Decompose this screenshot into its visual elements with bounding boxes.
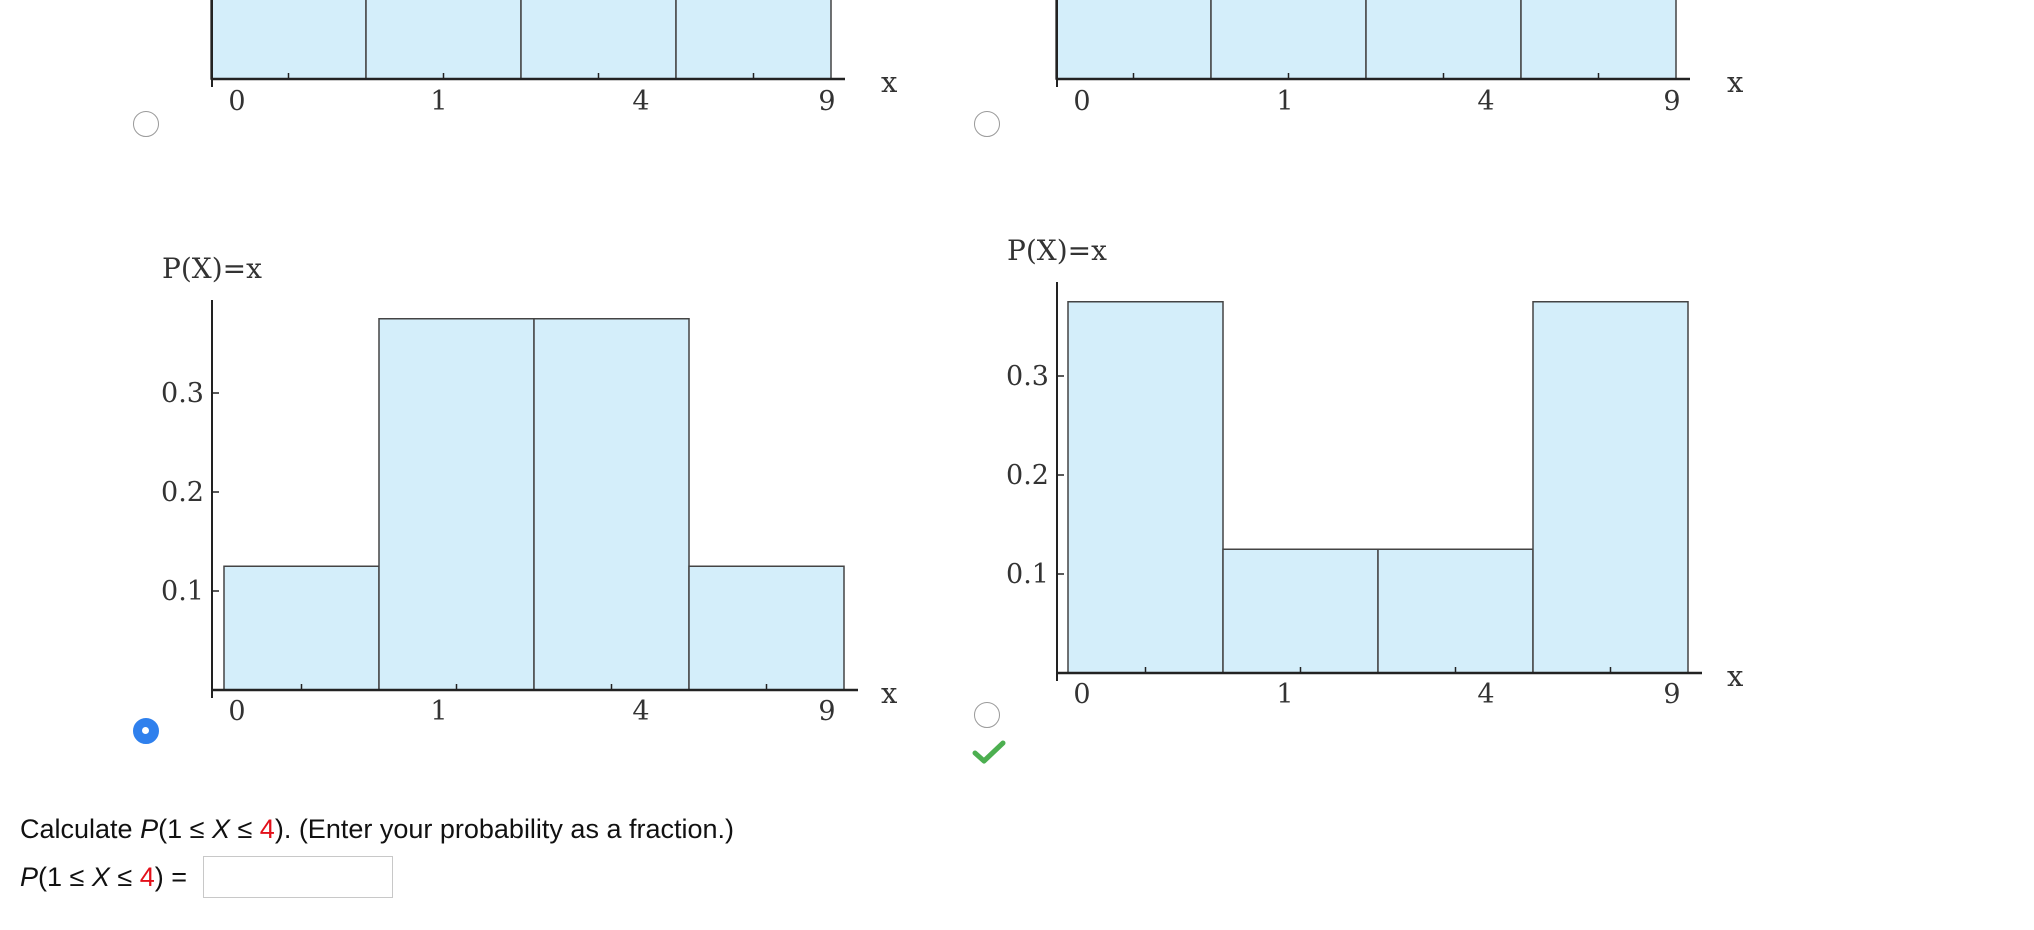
question-p: P <box>140 814 159 844</box>
chart4-bar-0 <box>1067 301 1224 674</box>
chart4-title: P(X)=x <box>1007 234 1107 267</box>
chart4-x-tick-label-9: 9 <box>1663 679 1680 710</box>
chart1-x-axis-label: x <box>881 65 897 99</box>
chart3-y-tick-label-0.2: 0.2 <box>161 477 204 508</box>
option-radio-4[interactable] <box>974 702 1000 728</box>
chart4-x-tick-label-0: 0 <box>1073 679 1090 710</box>
chart2-bar-1 <box>1210 0 1367 80</box>
chart4-bar-1 <box>1222 548 1379 674</box>
chart3-x-tick-label-0: 0 <box>228 696 245 727</box>
chart1-x-tick-label-9: 9 <box>818 86 835 117</box>
question-open: (1 ≤ <box>158 814 212 844</box>
answer-row: P(1 ≤ X ≤ 4) = <box>20 856 393 898</box>
chart2-x-tick-label-4: 4 <box>1477 86 1494 117</box>
chart1-bar-1 <box>365 0 522 80</box>
answer-input[interactable] <box>203 856 393 898</box>
chart4-bar-4 <box>1377 548 1534 674</box>
chart4-y-tick-label-0.1: 0.1 <box>1006 559 1049 590</box>
answer-p: P <box>20 862 39 892</box>
answer-close: ) = <box>154 862 187 892</box>
chart3-bar-1 <box>378 318 535 691</box>
chart3-y-tick-label-0.3: 0.3 <box>161 378 204 409</box>
question-suffix: . (Enter your probability as a fraction.… <box>283 814 735 844</box>
question-x: X <box>211 814 230 844</box>
option-radio-3[interactable] <box>133 718 159 744</box>
chart3-x-tick-label-9: 9 <box>818 696 835 727</box>
option-radio-2[interactable] <box>974 111 1000 137</box>
chart4-x-tick-label-1: 1 <box>1276 679 1293 710</box>
chart2-bar-4 <box>1365 0 1522 80</box>
chart2-x-tick-label-1: 1 <box>1276 86 1293 117</box>
option-radio-1[interactable] <box>133 111 159 137</box>
chart4-y-tick-label-0.3: 0.3 <box>1006 361 1049 392</box>
chart3-bar-0 <box>223 565 380 691</box>
chart3-x-axis-label: x <box>881 676 897 710</box>
chart1-bar-9 <box>675 0 832 80</box>
answer-le: ≤ <box>109 862 140 892</box>
chart3-bar-4 <box>533 318 690 691</box>
chart1-x-tick-label-1: 1 <box>430 86 447 117</box>
answer-upper: 4 <box>139 862 155 892</box>
answer-open: (1 ≤ <box>38 862 92 892</box>
question-upper: 4 <box>259 814 275 844</box>
chart2-x-tick-label-0: 0 <box>1073 86 1090 117</box>
chart1-x-tick-label-0: 0 <box>228 86 245 117</box>
charts-area: 0 1 4 9 x 0 1 4 9 x 0 1 4 9 x 0.1 0.2 0.3 P(X)=x 0 1 4 9 x 0.1 0.… <box>161 0 1743 727</box>
question-prefix: Calculate <box>20 814 141 844</box>
chart2-x-axis-label: x <box>1727 65 1743 99</box>
question-close: ) <box>274 814 284 844</box>
chart4-bar-9 <box>1532 301 1689 674</box>
chart2-x-tick-label-9: 9 <box>1663 86 1680 117</box>
check-icon <box>972 740 1006 764</box>
chart4-y-tick-label-0.2: 0.2 <box>1006 460 1049 491</box>
answer-label: P(1 ≤ X ≤ 4) = <box>20 860 187 894</box>
chart3-x-tick-label-1: 1 <box>430 696 447 727</box>
chart3-x-tick-label-4: 4 <box>632 696 649 727</box>
chart2-bar-9 <box>1520 0 1677 80</box>
chart1-bar-4 <box>520 0 677 80</box>
chart4-x-tick-label-4: 4 <box>1477 679 1494 710</box>
question-le: ≤ <box>229 814 260 844</box>
chart2-bar-0 <box>1055 0 1212 80</box>
answer-x: X <box>91 862 110 892</box>
question-text: Calculate P(1 ≤ X ≤ 4). (Enter your prob… <box>20 812 734 846</box>
chart4-x-axis-label: x <box>1727 659 1743 693</box>
chart3-y-tick-label-0.1: 0.1 <box>161 576 204 607</box>
chart3-title: P(X)=x <box>162 252 262 285</box>
chart1-x-tick-label-4: 4 <box>632 86 649 117</box>
chart1-bar-0 <box>210 0 367 80</box>
chart3-bar-9 <box>688 565 845 691</box>
